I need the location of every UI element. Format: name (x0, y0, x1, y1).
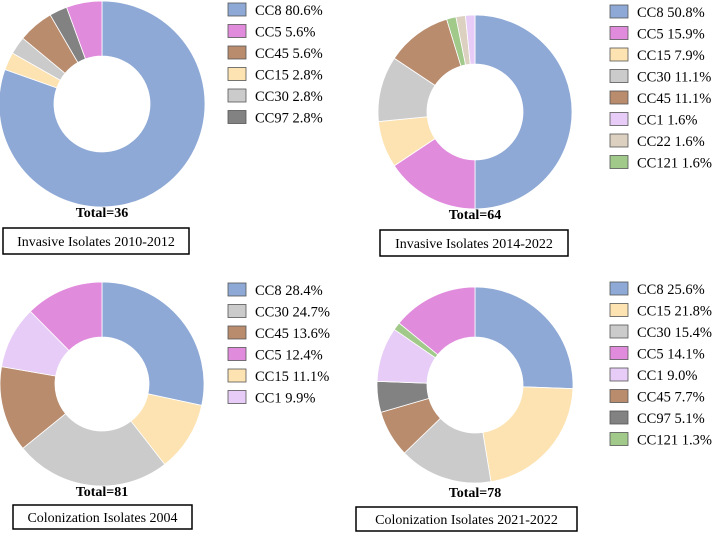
slice-cc15-4 (482, 386, 574, 483)
legend-swatch-cc45-1 (227, 45, 247, 60)
chart-panel-3: CC8 28.4% CC30 24.7% CC45 13.6% CC5 12.4% CC… (0, 281, 330, 530)
legend-swatch-cc45-3 (227, 325, 247, 340)
legend-label-cc1-3: CC1 9.9% (255, 391, 315, 407)
legend-swatch-cc5-1 (227, 24, 247, 38)
legend-swatch-cc15-1 (227, 67, 247, 81)
total-label-2: Total=64 (449, 208, 502, 223)
legend-swatch-cc15-3 (227, 368, 247, 383)
slice-cc5-3 (29, 281, 103, 352)
slice-cc1-2 (464, 14, 476, 65)
legend-label-cc45-3: CC45 13.6% (255, 326, 330, 342)
legend-swatch-cc8-1 (227, 2, 247, 17)
legend-swatch-cc5-2 (609, 26, 629, 40)
legend-swatch-cc8-4 (609, 281, 629, 296)
legend-label-cc8-3: CC8 28.4% (255, 283, 323, 299)
legend-swatch-cc5-3 (227, 347, 247, 361)
chart-title-1: Invasive Isolates 2010-2012 (17, 235, 175, 250)
total-label-1: Total=36 (76, 206, 129, 221)
slice-cc5-4 (398, 286, 476, 356)
legend-swatch-cc97-1 (227, 110, 247, 124)
legend-swatch-cc30-1 (227, 88, 247, 103)
legend-swatch-cc8-2 (609, 4, 629, 19)
legend-label-cc121-2: CC121 1.6% (637, 156, 712, 172)
legend-swatch-cc30-2 (609, 69, 629, 83)
legend-swatch-cc5-4 (609, 346, 629, 360)
legend-swatch-cc121-4 (609, 432, 629, 446)
caption-box-1 (2, 227, 190, 255)
legend-label-cc30-3: CC30 24.7% (255, 305, 330, 321)
legend-swatch-cc22-2 (609, 133, 629, 148)
caption-box-2 (379, 229, 569, 257)
legend-swatch-cc1-2 (609, 112, 629, 126)
slice-cc8-1 (0, 0, 206, 208)
legend-swatch-cc97-4 (609, 410, 629, 425)
caption-box-3 (12, 504, 193, 530)
slice-cc8-3 (101, 281, 205, 406)
legend-swatch-cc121-2 (609, 155, 629, 169)
legend-label-cc22-2: CC22 1.6% (637, 134, 705, 150)
legend-label-cc15-1: CC15 2.8% (255, 68, 323, 84)
legend-label-cc5-4: CC5 14.1% (637, 347, 705, 363)
legend-label-cc45-1: CC45 5.6% (255, 46, 323, 62)
slice-cc8-4 (474, 286, 574, 390)
chart-panel-4: CC8 25.6% CC15 21.8% CC30 15.4% CC5 14.1% CC… (355, 281, 712, 532)
legend-label-cc121-4: CC121 1.3% (637, 433, 712, 449)
chart-panel-2: CC8 50.8% CC5 15.9% CC15 7.9% CC30 11.1% CC4… (377, 4, 712, 257)
chart-panel-1: CC8 80.6% CC5 5.6% CC45 5.6% CC15 2.8% CC30 … (0, 0, 323, 255)
chart-title-4: Colonization Isolates 2021-2022 (375, 513, 558, 528)
legend-swatch-cc1-4 (609, 367, 629, 382)
chart-title-3: Colonization Isolates 2004 (27, 511, 177, 526)
legend-label-cc30-4: CC30 15.4% (637, 325, 712, 341)
legend-swatch-cc15-2 (609, 47, 629, 62)
legend-label-cc15-2: CC15 7.9% (637, 48, 705, 64)
slice-cc5-1 (66, 0, 103, 60)
total-label-3: Total=81 (76, 485, 129, 500)
caption-box-4 (355, 506, 578, 532)
legend-swatch-cc30-3 (227, 304, 247, 318)
legend-label-cc15-3: CC15 11.1% (255, 369, 329, 385)
legend-swatch-cc45-2 (609, 90, 629, 105)
legend-label-cc1-2: CC1 1.6% (637, 113, 697, 129)
legend-label-cc15-4: CC15 21.8% (637, 304, 712, 320)
legend-swatch-cc30-4 (609, 324, 629, 339)
legend-label-cc5-3: CC5 12.4% (255, 348, 323, 364)
legend-label-cc8-1: CC8 80.6% (255, 3, 323, 19)
legend-label-cc45-2: CC45 11.1% (637, 91, 711, 107)
legend-label-cc45-4: CC45 7.7% (637, 390, 705, 406)
legend-label-cc5-2: CC5 15.9% (637, 27, 705, 43)
legend-label-cc30-1: CC30 2.8% (255, 89, 323, 105)
legend-label-cc5-1: CC5 5.6% (255, 25, 315, 41)
legend-label-cc8-4: CC8 25.6% (637, 282, 705, 298)
legend-label-cc1-4: CC1 9.0% (637, 368, 697, 384)
slice-cc8-2 (474, 14, 573, 210)
legend-swatch-cc15-4 (609, 303, 629, 317)
chart-title-2: Invasive Isolates 2014-2022 (395, 237, 553, 252)
legend-swatch-cc45-4 (609, 389, 629, 403)
total-label-4: Total=78 (449, 486, 502, 501)
legend-swatch-cc1-3 (227, 390, 247, 404)
slice-cc30-3 (22, 413, 166, 487)
legend-swatch-cc8-3 (227, 282, 247, 297)
legend-label-cc97-1: CC97 2.8% (255, 111, 323, 127)
legend-label-cc97-4: CC97 5.1% (637, 411, 705, 427)
legend-label-cc8-2: CC8 50.8% (637, 5, 705, 21)
legend-label-cc30-2: CC30 11.1% (637, 70, 711, 86)
